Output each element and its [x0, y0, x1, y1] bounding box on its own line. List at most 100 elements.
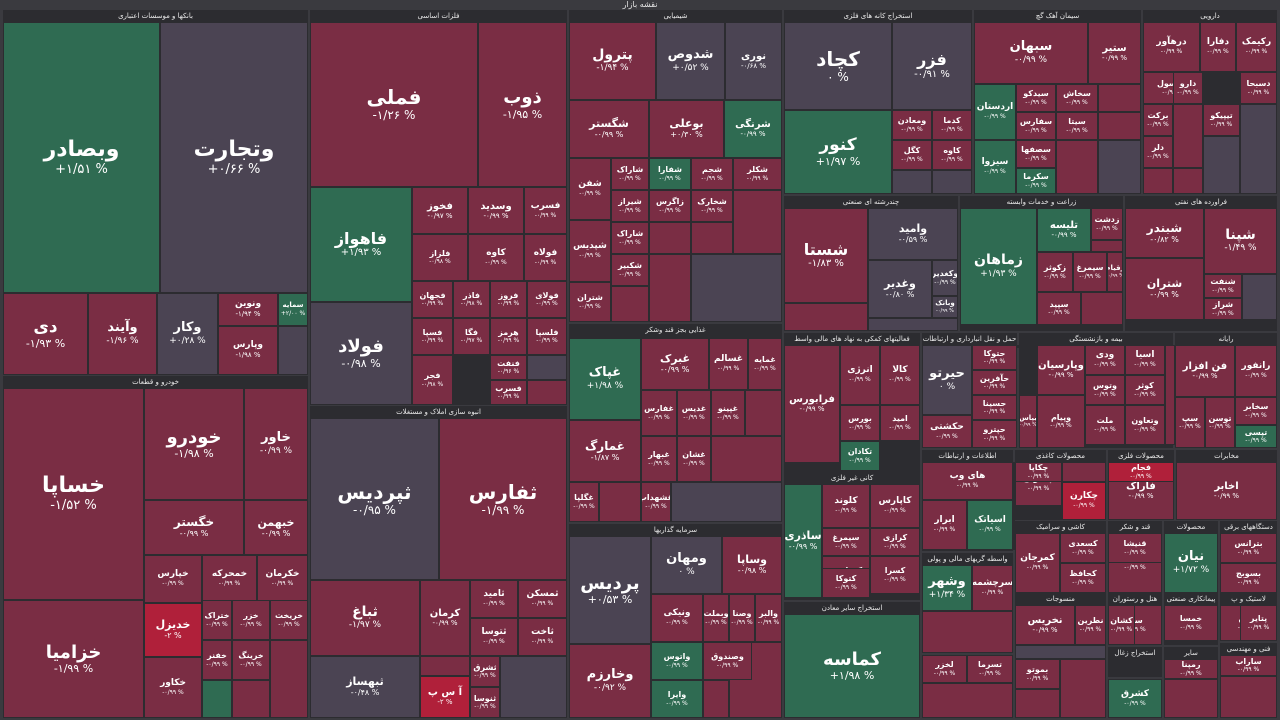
stock-tile[interactable]: وصندوق -۰/۹۹ %: [703, 642, 752, 680]
stock-tile[interactable]: فخوز -۰/۹۷ %: [412, 187, 468, 234]
stock-tile[interactable]: غگلپا -۰/۹۹ %: [569, 482, 599, 522]
stock-tile[interactable]: فسرب -۰/۹۹ %: [524, 187, 567, 234]
stock-tile[interactable]: کلوند -۰/۹۹ %: [822, 484, 870, 528]
stock-tile[interactable]: شتران -۰/۹۹ %: [1125, 258, 1204, 320]
stock-tile[interactable]: خساپا -۱/۵۲ %: [3, 388, 144, 600]
stock-tile[interactable]: سمایه +۲/۰۰ %: [278, 293, 308, 326]
stock-tile[interactable]: غپاک +۱/۹۸ %: [569, 338, 641, 420]
stock-tile[interactable]: کسعدی -۰/۹۹ %: [1060, 533, 1106, 563]
stock-tile[interactable]: کرازی -۰/۹۹ %: [870, 528, 920, 556]
stock-tile[interactable]: شرنگی -۰/۹۹ %: [724, 100, 782, 158]
stock-tile[interactable]: خکرمان -۰/۹۹ %: [257, 555, 308, 603]
stock-tile[interactable]: تسرما -۰/۹۹ %: [967, 655, 1013, 683]
stock-tile[interactable]: وسدید -۰/۹۹ %: [468, 187, 524, 234]
stock-tile[interactable]: کوثر -۰/۹۹ %: [1125, 375, 1165, 405]
stock-tile[interactable]: فسپا -۰/۹۹ %: [412, 318, 453, 355]
stock-tile[interactable]: کچاد ۰ %: [784, 22, 892, 110]
stock-tile[interactable]: رانفور -۰/۹۹ %: [1235, 345, 1277, 397]
stock-tile[interactable]: شاراک -۰/۹۹ %: [611, 158, 649, 190]
stock-tile[interactable]: حپترو -۰/۹۹ %: [972, 420, 1017, 448]
stock-tile[interactable]: خگستر -۰/۹۹ %: [144, 500, 244, 555]
stock-tile[interactable]: فاهواز +۱/۹۳ %: [310, 187, 412, 302]
stock-tile[interactable]: سپید -۰/۹۹ %: [1037, 292, 1081, 325]
stock-tile[interactable]: ساراب -۰/۹۹ %: [1220, 655, 1277, 676]
stock-tile[interactable]: سبهان -۰/۹۹ %: [974, 22, 1088, 84]
stock-tile[interactable]: پترول -۱/۹۴ %: [569, 22, 656, 100]
stock-tile[interactable]: شجم -۰/۹۹ %: [691, 158, 733, 190]
stock-tile[interactable]: فاذر -۰/۹۸ %: [453, 281, 490, 318]
stock-tile[interactable]: فنفت -۰/۹۶ %: [490, 355, 527, 380]
stock-tile[interactable]: ثبهساز -۰/۴۸ %: [310, 656, 420, 718]
stock-tile[interactable]: فجام -۰/۹۹ %: [1108, 462, 1174, 482]
stock-tile[interactable]: فلزاز -۰/۹۸ %: [412, 234, 468, 281]
stock-tile[interactable]: پتایر -۰/۹۹ %: [1240, 605, 1277, 641]
stock-tile[interactable]: حتوکا -۰/۹۹ %: [972, 345, 1017, 370]
stock-tile[interactable]: آ س پ -۲ %: [420, 676, 470, 718]
stock-tile[interactable]: فولای -۰/۹۹ %: [527, 281, 567, 318]
stock-tile[interactable]: غبرک -۰/۹۹ %: [641, 338, 709, 390]
stock-tile[interactable]: غشان -۰/۹۹ %: [677, 436, 711, 482]
stock-tile[interactable]: وتوس -۰/۹۹ %: [1085, 375, 1125, 405]
stock-tile[interactable]: بترانس -۰/۹۹ %: [1220, 533, 1277, 563]
stock-tile[interactable]: ثفارس -۱/۹۹ %: [439, 418, 567, 580]
stock-tile[interactable]: فولاه -۰/۹۹ %: [524, 234, 567, 281]
stock-tile[interactable]: اسیاتک -۰/۹۹ %: [967, 500, 1013, 550]
stock-tile[interactable]: تپسی -۰/۹۹ %: [1235, 425, 1277, 448]
stock-tile[interactable]: کرمان -۰/۹۹ %: [420, 580, 470, 656]
stock-tile[interactable]: تیپیکو -۰/۹۹ %: [1203, 104, 1240, 136]
stock-tile[interactable]: رکیمک -۰/۹۹ %: [1236, 22, 1277, 72]
stock-tile[interactable]: توسن -۰/۹۹ %: [1205, 397, 1235, 448]
stock-tile[interactable]: حآفرین -۰/۹۹ %: [972, 370, 1017, 395]
stock-tile[interactable]: زقیام-۰/۹۹ %: [1107, 252, 1123, 292]
stock-tile[interactable]: فن افزار -۰/۹۹ %: [1175, 345, 1235, 397]
stock-tile[interactable]: کسرا -۰/۹۹ %: [870, 556, 920, 594]
stock-tile[interactable]: شیراز -۰/۹۹ %: [611, 190, 649, 222]
stock-tile[interactable]: وامید -۰/۵۹ %: [868, 208, 958, 260]
stock-tile[interactable]: غمارگ -۱/۸۷ %: [569, 420, 641, 482]
stock-tile[interactable]: واتوس -۰/۹۹ %: [651, 642, 703, 680]
stock-tile[interactable]: خودرو -۱/۹۸ %: [144, 388, 244, 500]
stock-tile[interactable]: تکادان -۰/۹۹ %: [840, 441, 880, 471]
stock-tile[interactable]: خمحرکه -۰/۹۹ %: [202, 555, 257, 603]
stock-tile[interactable]: شتران -۰/۹۹ %: [569, 282, 611, 322]
stock-tile[interactable]: بموتو -۰/۹۹ %: [1015, 659, 1060, 689]
stock-tile[interactable]: کمرجان -۰/۹۹ %: [1015, 533, 1060, 593]
stock-tile[interactable]: ملت -۰/۹۹ %: [1085, 405, 1125, 445]
stock-tile[interactable]: ثشرق -۰/۹۹ %: [470, 656, 500, 687]
stock-tile[interactable]: ذوب -۱/۹۵ %: [478, 22, 567, 187]
stock-tile[interactable]: فرابورس -۰/۹۹ %: [784, 345, 840, 463]
stock-tile[interactable]: شراز -۰/۹۹ %: [1204, 298, 1242, 320]
stock-tile[interactable]: فسرب -۰/۹۹ %: [490, 380, 527, 405]
stock-tile[interactable]: کدما -۰/۹۹ %: [932, 110, 972, 140]
stock-tile[interactable]: خمسا -۰/۹۹ %: [1164, 605, 1218, 641]
stock-tile[interactable]: غسالم -۰/۹۹ %: [709, 338, 748, 390]
stock-tile[interactable]: انرژی -۰/۹۹ %: [840, 345, 880, 405]
stock-tile[interactable]: کشان -۰/۹۹ %: [1108, 605, 1135, 645]
stock-tile[interactable]: شپدیس -۰/۹۹ %: [569, 220, 611, 282]
stock-tile[interactable]: غپینو -۰/۹۹ %: [711, 390, 745, 436]
stock-tile[interactable]: سفارس -۰/۹۹ %: [1016, 112, 1056, 140]
stock-tile[interactable]: خبهمن -۰/۹۹ %: [244, 500, 308, 555]
stock-tile[interactable]: وبملت -۰/۹۹ %: [703, 594, 729, 642]
stock-tile[interactable]: تلیسه -۰/۹۹ %: [1037, 208, 1091, 252]
stock-tile[interactable]: شاراک -۰/۹۹ %: [611, 222, 649, 254]
stock-tile[interactable]: ودی -۰/۹۹ %: [1085, 345, 1125, 375]
stock-tile[interactable]: برکت -۰/۹۹ %: [1143, 104, 1173, 136]
stock-tile[interactable]: خریخت -۰/۹۹ %: [270, 600, 308, 640]
stock-tile[interactable]: ومهان ۰ %: [651, 536, 722, 594]
stock-tile[interactable]: وایرا -۰/۹۹ %: [651, 680, 703, 718]
stock-tile[interactable]: وپارسیان -۰/۹۹ %: [1037, 345, 1085, 395]
stock-tile[interactable]: کاپارس -۰/۹۹ %: [870, 484, 920, 528]
stock-tile[interactable]: زکوثر -۰/۹۹ %: [1037, 252, 1073, 292]
stock-tile[interactable]: وکغدیر -۰/۹۹ %: [932, 260, 958, 296]
stock-tile[interactable]: ثپردیس -۰/۹۵ %: [310, 418, 439, 580]
stock-tile[interactable]: خرینگ -۰/۹۹ %: [232, 640, 270, 680]
stock-tile[interactable]: وتجارت +۰/۶۶ %: [160, 22, 308, 293]
stock-tile[interactable]: وخارزم -۰/۹۲ %: [569, 644, 651, 718]
stock-tile[interactable]: پردیس +۰/۵۳ %: [569, 536, 651, 644]
stock-tile[interactable]: وبصادر +۱/۵۱ %: [3, 22, 160, 293]
stock-tile[interactable]: کتوکا -۰/۹۹ %: [822, 568, 870, 598]
stock-tile[interactable]: فملی -۱/۲۶ %: [310, 22, 478, 187]
stock-tile[interactable]: دسبحا -۰/۹۹ %: [1240, 72, 1277, 104]
stock-tile[interactable]: اخابر -۰/۹۹ %: [1176, 462, 1277, 520]
